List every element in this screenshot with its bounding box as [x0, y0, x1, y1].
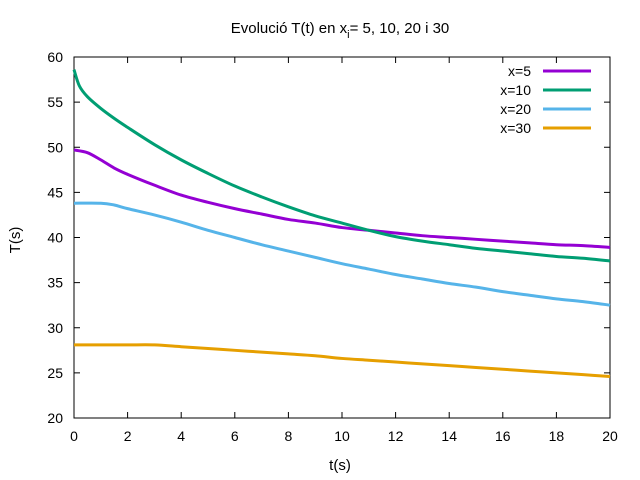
legend-label: x=10 — [500, 82, 531, 98]
y-tick-label: 50 — [47, 139, 63, 155]
y-tick-label: 60 — [47, 49, 63, 65]
x-tick-label: 6 — [231, 428, 239, 444]
series-line-x=10 — [72, 69, 611, 263]
x-tick-label: 0 — [70, 428, 78, 444]
y-tick-label: 55 — [47, 94, 63, 110]
y-tick-label: 25 — [47, 365, 63, 381]
series-layer — [72, 69, 611, 378]
x-tick-label: 4 — [177, 428, 185, 444]
x-tick-label: 12 — [388, 428, 404, 444]
y-tick-label: 30 — [47, 320, 63, 336]
legend-label: x=20 — [500, 101, 531, 117]
y-tick-label: 20 — [47, 410, 63, 426]
chart-title-rest: = 5, 10, 20 i 30 — [350, 20, 450, 37]
x-tick-label: 2 — [124, 428, 132, 444]
x-axis-title: t(s) — [329, 457, 351, 474]
series-line-x=5 — [73, 148, 611, 249]
x-tick-label: 20 — [602, 428, 618, 444]
x-tick-label: 18 — [549, 428, 565, 444]
y-tick-label: 35 — [47, 275, 63, 291]
x-tick-label: 8 — [285, 428, 293, 444]
chart-title-subscript: i — [347, 29, 349, 41]
legend-label: x=30 — [500, 120, 531, 136]
axis-ticks: 0 2 4 6 8 10 12 14 16 18 20 20 25 30 35 40 45 50 55 60 — [47, 49, 618, 444]
y-tick-label: 45 — [47, 184, 63, 200]
chart-title-main: Evolució T(t) en x — [231, 20, 348, 37]
x-tick-label: 10 — [334, 428, 350, 444]
series-line-x=30 — [74, 343, 611, 378]
chart-title: Evolució T(t) en xi= 5, 10, 20 i 30 — [231, 20, 450, 41]
legend-label: x=5 — [508, 63, 531, 79]
x-tick-label: 16 — [495, 428, 511, 444]
x-tick-label: 14 — [441, 428, 457, 444]
series-line-x=20 — [73, 201, 611, 307]
legend: x=5 x=10 x=20 x=30 — [500, 63, 591, 136]
y-tick-label: 40 — [47, 230, 63, 246]
y-axis-title: T(s) — [7, 227, 24, 254]
